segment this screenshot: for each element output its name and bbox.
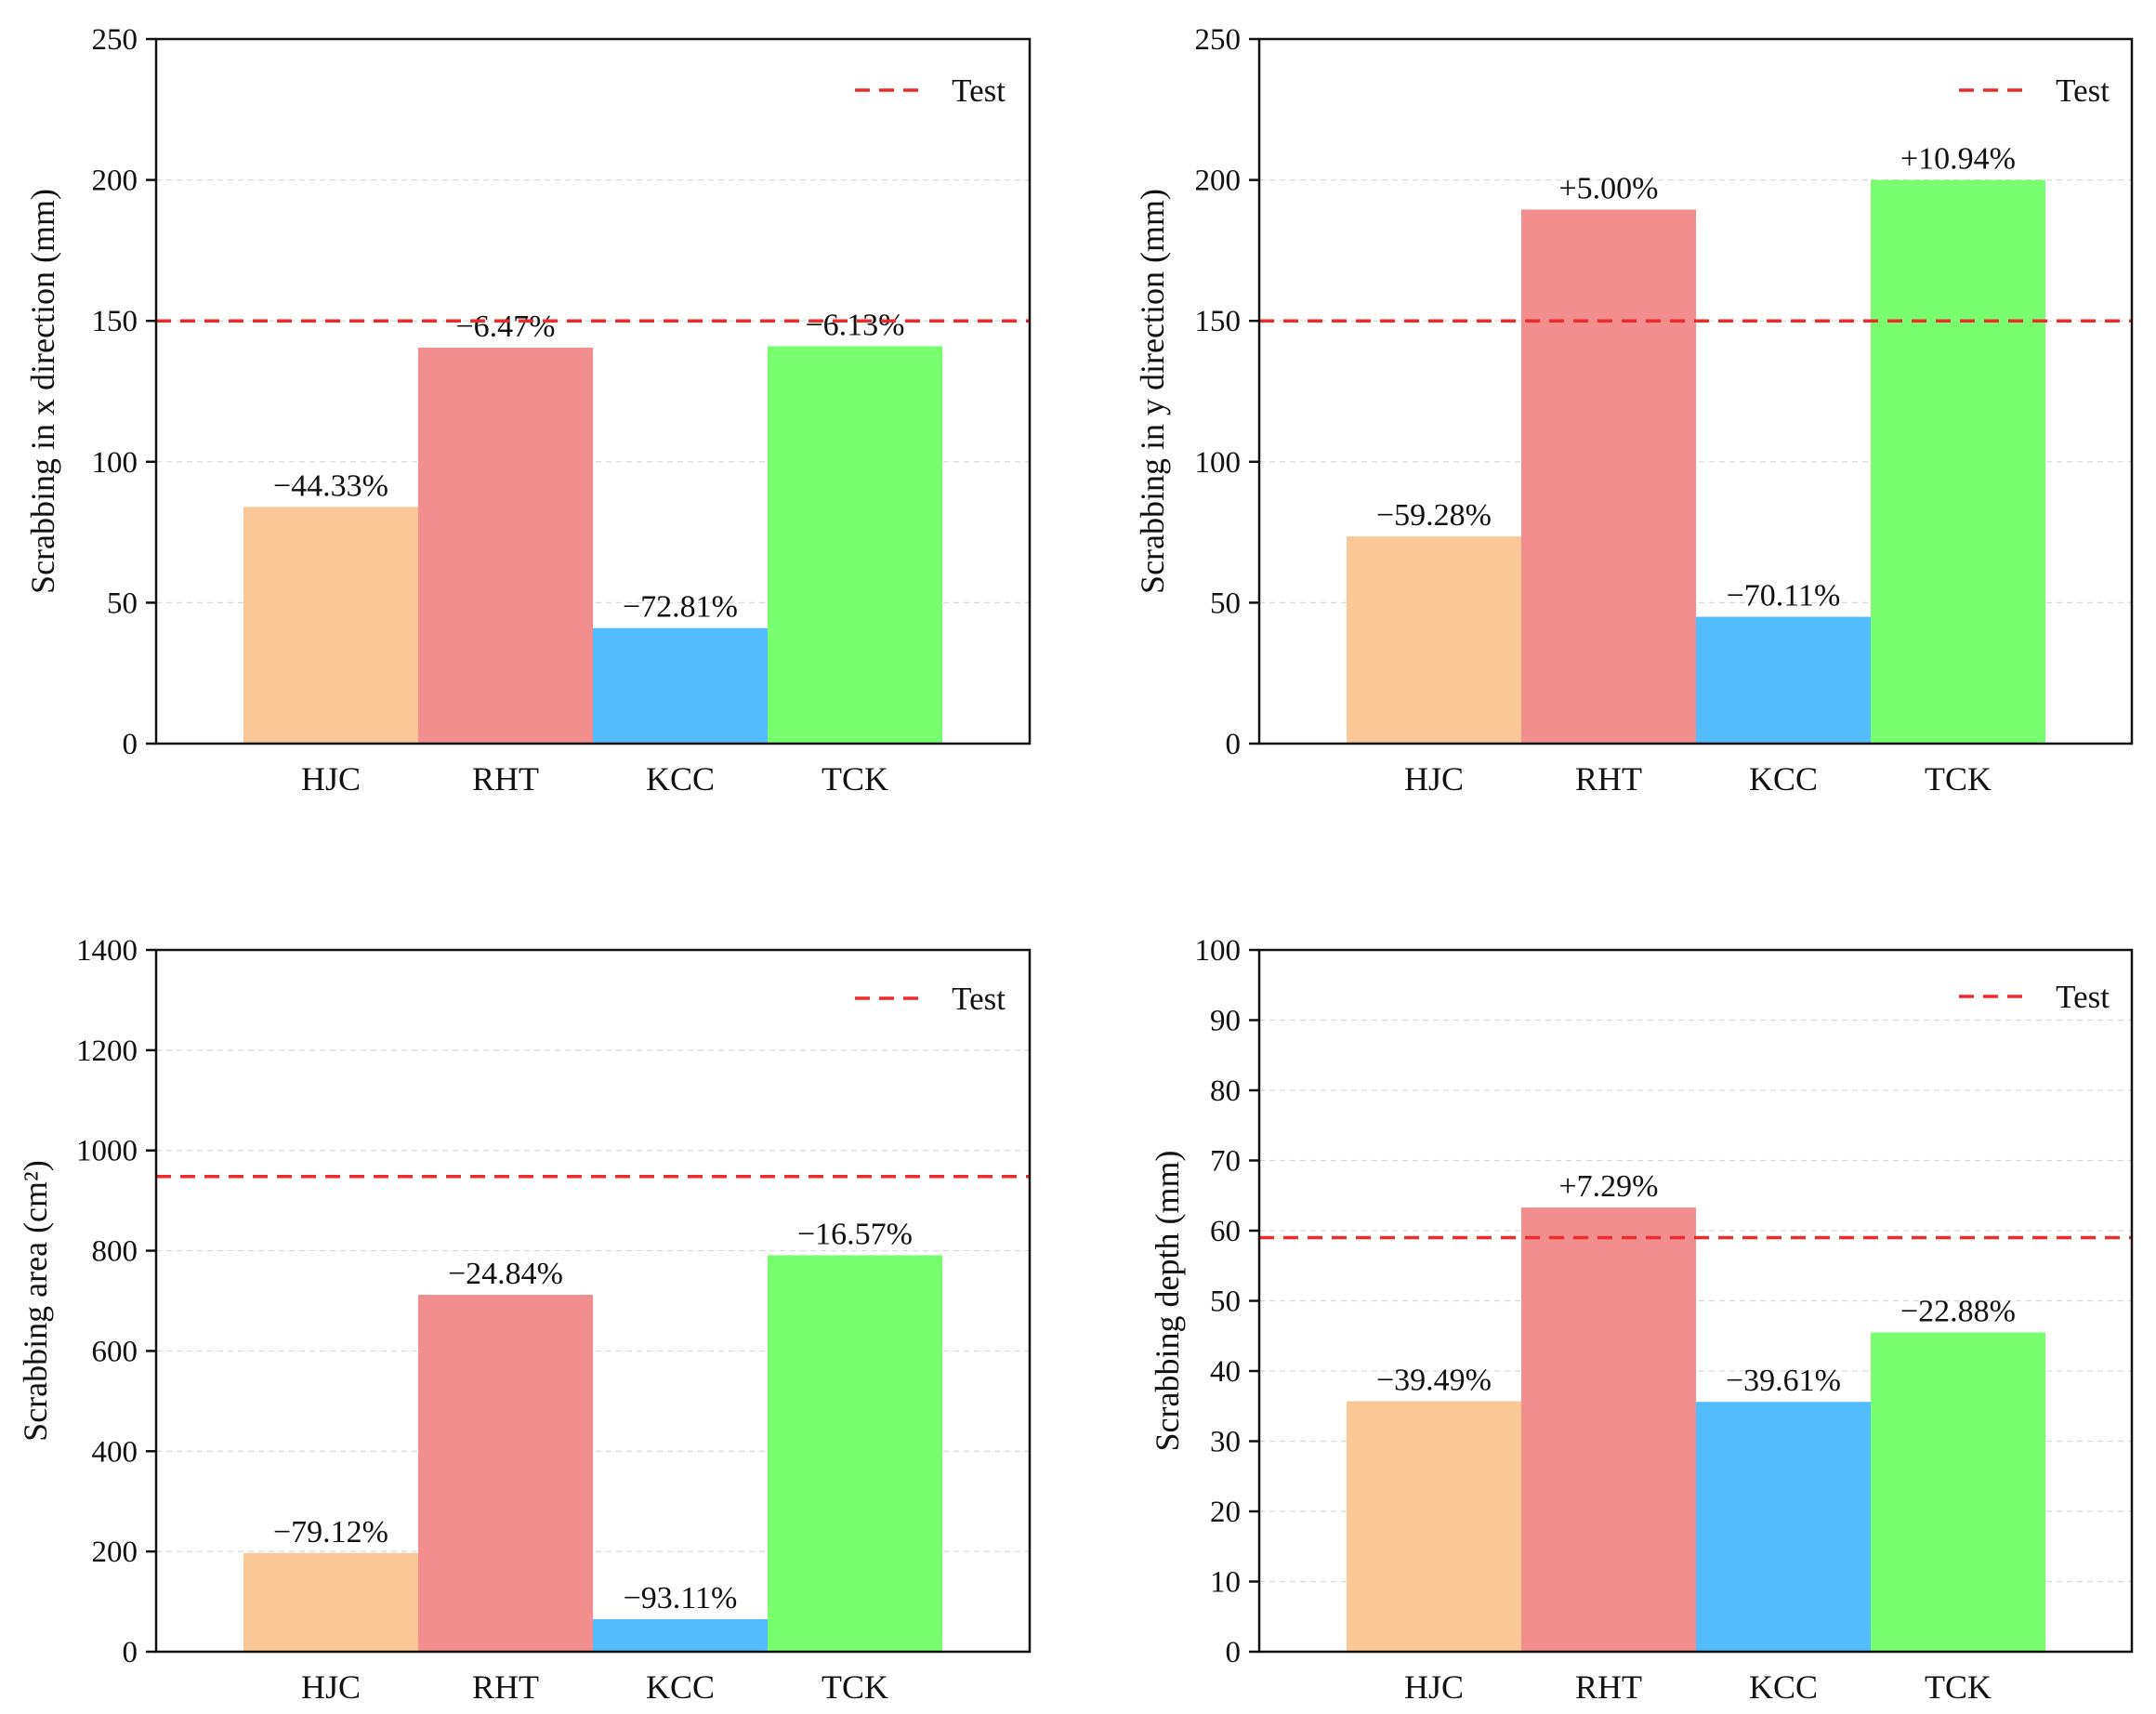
x-tick-label-kcc: KCC xyxy=(1749,1668,1818,1706)
data-label-hjc: −79.12% xyxy=(273,1515,388,1549)
chart-panel-1: −44.33% HJC −6.47% RHT −72.81% KCC −6.13% TCK 0 5… xyxy=(24,23,1032,798)
data-label-kcc: −70.11% xyxy=(1727,579,1841,613)
y-tick-label: 400 xyxy=(92,1435,138,1469)
x-tick-label-kcc: KCC xyxy=(1749,760,1818,798)
data-label-rht: −6.47% xyxy=(456,310,556,344)
x-tick-label-kcc: KCC xyxy=(646,1668,715,1706)
bar-hjc xyxy=(243,507,418,744)
bar-hjc xyxy=(1347,536,1521,744)
legend: Test xyxy=(855,981,1006,1017)
y-tick-label: 600 xyxy=(92,1335,138,1368)
y-tick-label: 20 xyxy=(1210,1496,1241,1529)
x-tick-label-tck: TCK xyxy=(822,1668,888,1706)
y-tick-label: 1000 xyxy=(76,1135,138,1168)
y-tick-label: 80 xyxy=(1210,1075,1241,1108)
y-tick-label: 0 xyxy=(123,728,138,761)
y-tick-label: 1400 xyxy=(76,934,138,968)
legend: Test xyxy=(855,73,1006,109)
x-tick-label-rht: RHT xyxy=(472,1668,539,1706)
data-label-tck: +10.94% xyxy=(1900,142,2016,177)
data-label-hjc: −44.33% xyxy=(273,468,388,503)
bar-rht xyxy=(1521,209,1696,744)
y-tick-label: 30 xyxy=(1210,1426,1241,1459)
bar-rht xyxy=(418,1295,593,1652)
x-tick-label-tck: TCK xyxy=(822,760,888,798)
y-tick-label: 150 xyxy=(92,305,138,338)
bar-kcc xyxy=(593,1618,768,1652)
y-tick-label: 70 xyxy=(1210,1145,1241,1179)
legend: Test xyxy=(1959,979,2110,1015)
x-tick-label-hjc: HJC xyxy=(1404,1668,1464,1706)
y-axis-title: Scrabbing area (cm²) xyxy=(17,1160,54,1442)
y-tick-label: 100 xyxy=(92,446,138,480)
x-tick-label-hjc: HJC xyxy=(301,1668,361,1706)
x-tick-label-hjc: HJC xyxy=(301,760,361,798)
bar-tck xyxy=(1871,1332,2045,1652)
x-tick-label-rht: RHT xyxy=(1575,1668,1642,1706)
plot-frame xyxy=(154,948,1032,1654)
x-tick-label-rht: RHT xyxy=(472,760,539,798)
data-label-tck: −16.57% xyxy=(797,1217,913,1251)
y-tick-label: 100 xyxy=(1195,934,1242,968)
plot-frame xyxy=(154,37,1032,745)
data-label-tck: −22.88% xyxy=(1900,1294,2016,1328)
plot-frame xyxy=(1257,37,2134,745)
y-tick-label: 10 xyxy=(1210,1566,1241,1600)
y-tick-label: 200 xyxy=(1195,165,1242,198)
y-tick-label: 150 xyxy=(1195,305,1242,338)
bar-tck xyxy=(768,346,942,744)
y-tick-label: 50 xyxy=(1210,1286,1241,1319)
bar-tck xyxy=(768,1255,942,1652)
y-tick-label: 200 xyxy=(92,1536,138,1569)
x-tick-label-tck: TCK xyxy=(1925,1668,1992,1706)
y-axis-title: Scrabbing in x direction (mm) xyxy=(24,189,61,594)
bar-hjc xyxy=(1347,1401,1521,1652)
data-label-kcc: −93.11% xyxy=(624,1581,738,1615)
bar-rht xyxy=(418,348,593,744)
y-tick-label: 90 xyxy=(1210,1005,1241,1038)
y-tick-label: 0 xyxy=(123,1636,138,1669)
y-axis-title: Scrabbing depth (mm) xyxy=(1149,1151,1186,1452)
y-tick-label: 50 xyxy=(107,587,138,620)
y-tick-label: 800 xyxy=(92,1235,138,1269)
bar-kcc xyxy=(1696,616,1871,744)
data-label-tck: −6.13% xyxy=(806,308,905,342)
bar-kcc xyxy=(1696,1402,1871,1652)
chart-panel-4: −39.49% HJC +7.29% RHT −39.61% KCC −22.88% TCK 0… xyxy=(1149,934,2134,1706)
y-axis-title: Scrabbing in y direction (mm) xyxy=(1134,189,1171,594)
bar-rht xyxy=(1521,1207,1696,1652)
legend-label-test: Test xyxy=(2056,73,2110,109)
data-label-kcc: −39.61% xyxy=(1726,1364,1841,1398)
data-label-hjc: −39.49% xyxy=(1376,1363,1492,1397)
data-label-rht: +7.29% xyxy=(1559,1169,1659,1204)
y-tick-label: 50 xyxy=(1210,587,1241,620)
legend-label-test: Test xyxy=(2056,979,2110,1015)
y-tick-label: 0 xyxy=(1226,728,1242,761)
y-tick-label: 100 xyxy=(1195,446,1242,480)
chart-panel-3: −79.12% HJC −24.84% RHT −93.11% KCC −16.57% TCK… xyxy=(17,934,1032,1706)
y-tick-label: 0 xyxy=(1226,1636,1242,1669)
y-tick-label: 200 xyxy=(92,165,138,198)
chart-panel-2: −59.28% HJC +5.00% RHT −70.11% KCC +10.94% TCK 0… xyxy=(1134,23,2134,798)
y-tick-label: 250 xyxy=(1195,23,1242,57)
x-tick-label-tck: TCK xyxy=(1925,760,1992,798)
x-tick-label-rht: RHT xyxy=(1575,760,1642,798)
y-tick-label: 60 xyxy=(1210,1215,1241,1248)
legend-label-test: Test xyxy=(952,981,1006,1017)
data-label-kcc: −72.81% xyxy=(623,590,738,625)
y-tick-label: 1200 xyxy=(76,1035,138,1068)
data-label-rht: −24.84% xyxy=(448,1257,563,1291)
bar-kcc xyxy=(593,627,768,744)
data-label-hjc: −59.28% xyxy=(1376,498,1492,533)
legend: Test xyxy=(1959,73,2110,109)
data-label-rht: +5.00% xyxy=(1559,171,1659,205)
x-tick-label-hjc: HJC xyxy=(1404,760,1464,798)
bar-tck xyxy=(1871,179,2045,745)
y-tick-label: 40 xyxy=(1210,1355,1241,1389)
y-tick-label: 250 xyxy=(92,23,138,57)
bar-hjc xyxy=(243,1552,418,1652)
legend-label-test: Test xyxy=(952,73,1006,109)
x-tick-label-kcc: KCC xyxy=(646,760,715,798)
